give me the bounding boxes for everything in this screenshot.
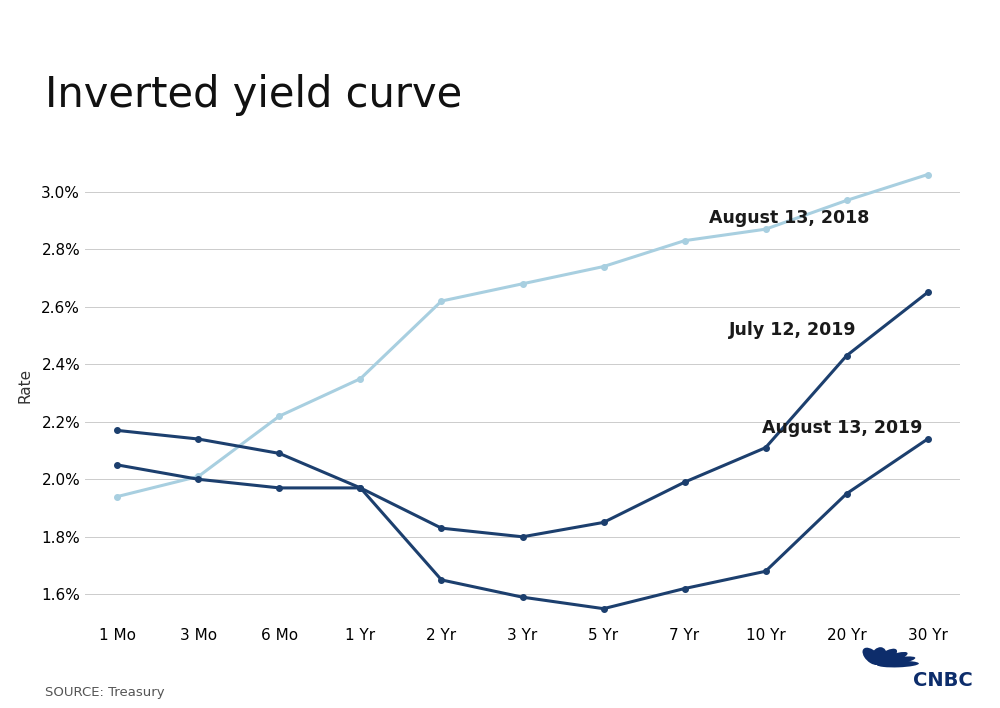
Ellipse shape [877,661,919,668]
Ellipse shape [863,648,881,665]
Ellipse shape [877,656,915,666]
Text: SOURCE: Treasury: SOURCE: Treasury [45,686,165,699]
Text: August 13, 2018: August 13, 2018 [709,209,869,227]
Text: CNBC: CNBC [913,670,973,690]
Text: August 13, 2019: August 13, 2019 [762,418,922,437]
Text: Inverted yield curve: Inverted yield curve [45,74,462,116]
Y-axis label: Rate: Rate [18,368,33,404]
Ellipse shape [875,649,897,665]
Ellipse shape [871,647,887,665]
Ellipse shape [876,652,908,666]
Text: July 12, 2019: July 12, 2019 [729,321,857,339]
